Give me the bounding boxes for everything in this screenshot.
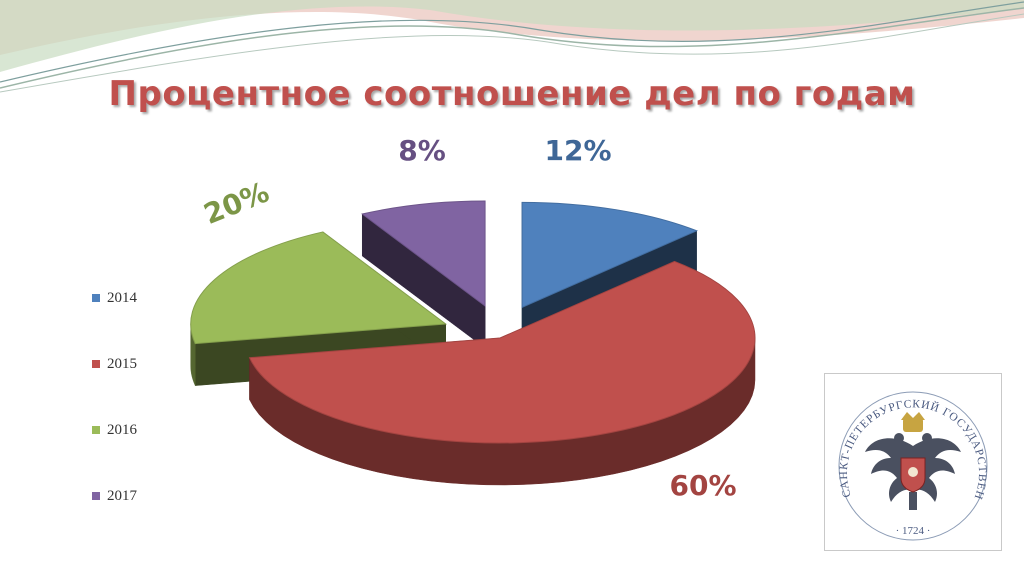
data-label-2016: 20%: [199, 175, 274, 231]
legend-item-2014: 2014: [92, 288, 137, 308]
legend-label: 2015: [107, 355, 137, 372]
slice-2017: [361, 200, 486, 308]
background-waves: [0, 0, 1024, 93]
legend-item-2017: 2017: [92, 486, 137, 506]
logo-year-text: · 1724 ·: [896, 525, 931, 537]
legend-label: 2016: [107, 421, 137, 438]
legend-swatch: [92, 426, 100, 434]
legend-item-2015: 2015: [92, 354, 137, 374]
legend-swatch: [92, 294, 100, 302]
data-label-2017: 8%: [398, 134, 446, 167]
legend-label: 2014: [107, 289, 137, 306]
data-label-2014: 12%: [544, 134, 611, 167]
slice-2015: [248, 260, 756, 444]
legend-swatch: [92, 492, 100, 500]
slice-2016: [190, 231, 448, 345]
legend-swatch: [92, 360, 100, 368]
slice-2014: [521, 201, 698, 309]
data-label-2015: 60%: [669, 469, 736, 502]
chart-title: Процентное соотношение дел по годам: [108, 74, 916, 114]
seal-icon: САНКТ-ПЕТЕРБУРГСКИЙ ГОСУДАРСТВЕННЫЙ УНИВ…: [824, 373, 1002, 551]
legend-label: 2017: [107, 487, 137, 504]
legend-item-2016: 2016: [92, 420, 137, 440]
